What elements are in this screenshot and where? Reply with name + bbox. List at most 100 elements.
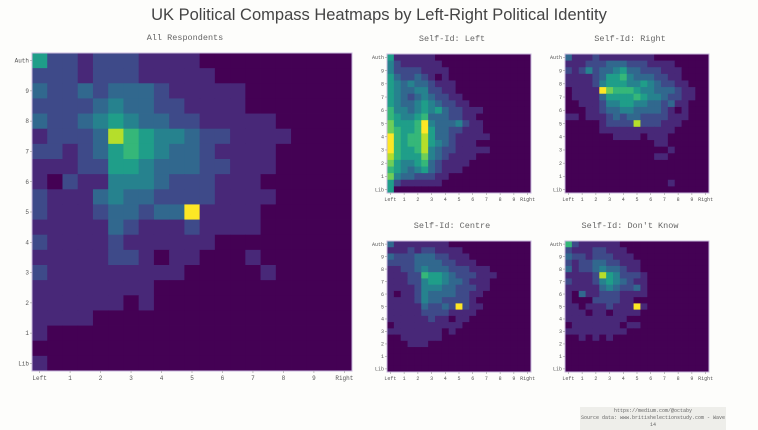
- y-tick-label: Lib: [375, 367, 384, 373]
- heatmap-cell: [681, 140, 689, 148]
- heatmap-cell: [448, 265, 456, 273]
- heatmap-cell: [199, 159, 216, 175]
- heatmap-cell: [702, 113, 710, 121]
- heatmap-cell: [503, 297, 511, 304]
- heatmap-cell: [77, 159, 94, 175]
- heatmap-cell: [387, 278, 395, 286]
- heatmap-cell: [441, 146, 450, 154]
- heatmap-cell: [510, 353, 518, 360]
- heatmap-cell: [674, 278, 682, 286]
- heatmap-cell: [654, 272, 662, 279]
- heatmap-cell: [435, 359, 443, 367]
- heatmap-cell: [599, 87, 607, 95]
- heatmap-cell: [62, 83, 79, 99]
- heatmap-cell: [32, 159, 48, 175]
- heatmap-cell: [667, 106, 676, 114]
- heatmap-cell: [654, 87, 662, 95]
- heatmap-cell: [407, 60, 415, 68]
- heatmap-cell: [435, 67, 443, 75]
- heatmap-cell: [260, 189, 277, 205]
- heatmap-cell: [667, 309, 676, 317]
- heatmap-cell: [626, 120, 634, 128]
- heatmap-cell: [400, 173, 408, 181]
- heatmap-cell: [661, 315, 669, 323]
- heatmap-cell: [407, 241, 415, 248]
- heatmap-cell: [565, 140, 573, 148]
- heatmap-cell: [448, 100, 456, 108]
- heatmap-cell: [489, 353, 498, 360]
- heatmap-cell: [230, 174, 246, 190]
- x-tick-label: Left: [384, 197, 396, 203]
- heatmap-cell: [524, 309, 532, 317]
- heatmap-cell: [619, 93, 628, 101]
- heatmap-cell: [476, 347, 484, 354]
- heatmap-cell: [184, 143, 201, 160]
- heatmap-cell: [592, 133, 600, 141]
- heatmap-cell: [613, 334, 621, 342]
- heatmap-cell: [688, 73, 696, 81]
- heatmap-cell: [613, 259, 621, 267]
- heatmap-cell: [517, 278, 525, 286]
- heatmap-cell: [138, 310, 155, 326]
- heatmap-cell: [585, 106, 593, 114]
- heatmap-cell: [599, 166, 607, 174]
- heatmap-cell: [462, 315, 470, 323]
- heatmap-cell: [476, 60, 484, 68]
- heatmap-cell: [448, 259, 456, 267]
- heatmap-cell: [640, 186, 648, 194]
- heatmap-cell: [476, 297, 484, 304]
- heatmap-cell: [306, 325, 322, 342]
- heatmap-cell: [674, 340, 682, 348]
- heatmap-cell: [606, 347, 614, 354]
- y-tick-label: 9: [381, 68, 384, 74]
- heatmap-cell: [400, 80, 408, 88]
- heatmap-cell: [441, 253, 450, 261]
- heatmap-cell: [47, 174, 63, 190]
- heatmap-cell: [524, 179, 532, 187]
- heatmap-cell: [592, 247, 600, 254]
- heatmap-cell: [245, 189, 261, 205]
- heatmap-cell: [455, 166, 463, 174]
- heatmap-cell: [517, 322, 525, 329]
- heatmap-cell: [169, 174, 185, 190]
- heatmap-cell: [599, 284, 607, 292]
- heatmap-cell: [674, 173, 682, 181]
- heatmap-cell: [681, 93, 689, 101]
- heatmap-cell: [489, 253, 498, 261]
- heatmap-cell: [578, 241, 586, 248]
- heatmap-cell: [469, 120, 477, 128]
- heatmap-cell: [695, 340, 703, 348]
- heatmap-cell: [510, 54, 518, 62]
- heatmap-cell: [661, 365, 669, 373]
- heatmap-cell: [578, 67, 586, 75]
- heatmap-cell: [400, 120, 408, 128]
- heatmap-cell: [184, 68, 201, 84]
- heatmap-cell: [626, 359, 634, 367]
- heatmap-cell: [414, 334, 422, 342]
- heatmap-cell: [400, 179, 408, 187]
- heatmap-cell: [674, 159, 682, 167]
- heatmap-cell: [626, 259, 634, 267]
- heatmap-cell: [606, 54, 614, 62]
- heatmap-cell: [92, 295, 109, 311]
- heatmap-cell: [230, 189, 246, 205]
- heatmap-cell: [414, 73, 422, 81]
- heatmap-cell: [306, 68, 322, 84]
- x-tick-label: 9: [512, 197, 515, 203]
- heatmap-cell: [400, 284, 408, 292]
- heatmap-cell: [421, 140, 429, 148]
- heatmap-cell: [688, 259, 696, 267]
- heatmap-cell: [661, 60, 669, 68]
- heatmap-cell: [647, 328, 655, 335]
- heatmap-cell: [626, 315, 634, 323]
- x-tick-label: 3: [608, 197, 611, 203]
- x-tick-label: Left: [562, 376, 574, 382]
- heatmap-cell: [681, 297, 689, 304]
- heatmap-cell: [661, 126, 669, 134]
- x-tick-label: 4: [160, 375, 164, 382]
- heatmap-cell: [414, 353, 422, 360]
- heatmap-cell: [640, 272, 648, 279]
- heatmap-cell: [138, 68, 155, 84]
